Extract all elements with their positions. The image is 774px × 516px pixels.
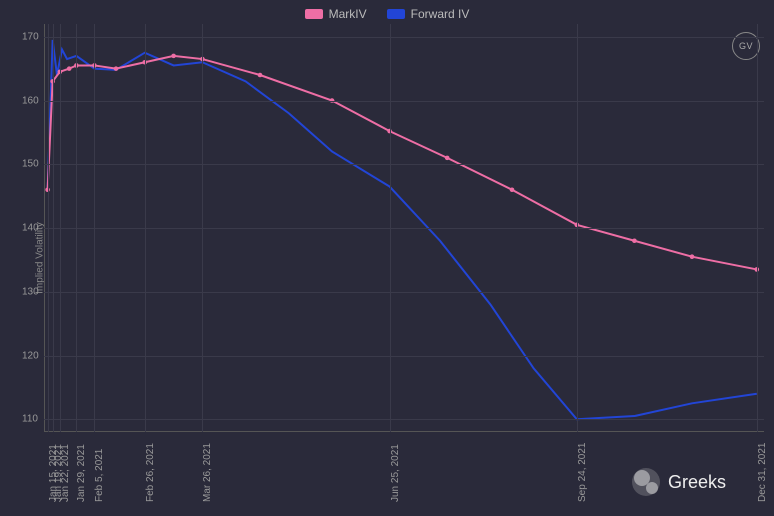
gridline-v	[48, 24, 49, 432]
x-tick-label: Feb 5, 2021	[94, 449, 105, 502]
gridline-h	[44, 356, 764, 357]
y-tick-label: 170	[22, 31, 39, 42]
gridline-v	[577, 24, 578, 432]
watermark: Greeks	[632, 468, 726, 496]
x-tick-label: Dec 31, 2021	[757, 443, 768, 503]
y-tick-label: 140	[22, 223, 39, 234]
series-marker	[114, 66, 119, 71]
x-tick-label: Sep 24, 2021	[577, 443, 588, 503]
x-tick-label: Jun 25, 2021	[390, 444, 401, 502]
gridline-v	[390, 24, 391, 432]
gridline-h	[44, 292, 764, 293]
y-tick-label: 160	[22, 95, 39, 106]
iv-chart: MarkIVForward IV Implied Volatility GV G…	[0, 0, 774, 516]
gridline-v	[757, 24, 758, 432]
gridline-v	[202, 24, 203, 432]
gridline-h	[44, 101, 764, 102]
gridline-v	[60, 24, 61, 432]
series-marker	[67, 66, 72, 71]
gridline-h	[44, 228, 764, 229]
gridline-v	[53, 24, 54, 432]
gridline-h	[44, 419, 764, 420]
wechat-icon	[632, 468, 660, 496]
watermark-text: Greeks	[668, 472, 726, 493]
x-tick-label: Feb 26, 2021	[145, 443, 156, 502]
gridline-v	[145, 24, 146, 432]
series-line-markiv	[48, 56, 757, 270]
y-tick-label: 130	[22, 286, 39, 297]
series-marker	[258, 73, 263, 78]
series-marker	[510, 187, 515, 192]
gridline-v	[94, 24, 95, 432]
line-series-svg	[0, 0, 774, 516]
gridline-h	[44, 37, 764, 38]
series-marker	[171, 54, 176, 59]
x-tick-label: Jan 22, 2021	[60, 444, 71, 502]
series-marker	[632, 238, 637, 243]
series-marker	[445, 156, 450, 161]
y-tick-label: 110	[22, 414, 38, 425]
y-tick-label: 150	[22, 159, 39, 170]
x-tick-label: Mar 26, 2021	[202, 443, 213, 502]
x-tick-label: Jan 29, 2021	[76, 444, 87, 502]
y-tick-label: 120	[22, 350, 39, 361]
series-line-forward-iv	[48, 40, 757, 419]
gridline-v	[76, 24, 77, 432]
series-marker	[690, 254, 695, 259]
gridline-h	[44, 164, 764, 165]
